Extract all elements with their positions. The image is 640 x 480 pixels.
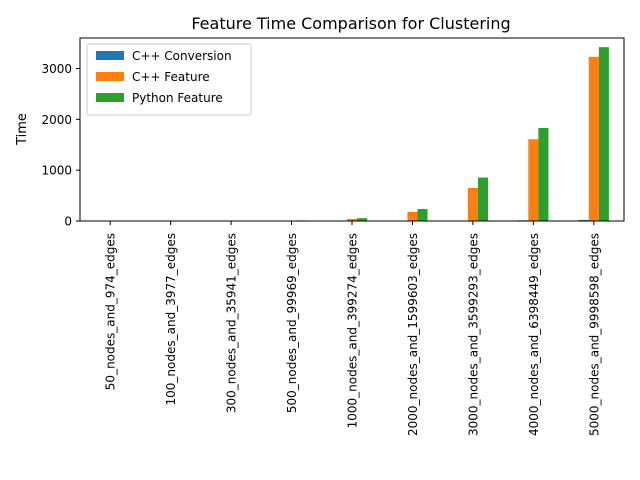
bar-2-6	[407, 211, 418, 221]
legend-swatch-1	[96, 51, 124, 60]
legend-swatch-3	[96, 93, 124, 102]
x-tick-label: 50_nodes_and_974_edges	[104, 233, 118, 390]
x-tick-label: 4000_nodes_and_6398449_edges	[527, 233, 541, 436]
bar-3-6	[417, 209, 428, 221]
bar-3-9	[598, 47, 609, 222]
legend: C++ Conversion C++ Feature Python Feature	[86, 43, 252, 116]
y-tick-label: 0	[64, 215, 72, 229]
bar-3-5	[357, 218, 368, 221]
legend-label-2: C++ Feature	[132, 70, 210, 84]
x-tick-label: 300_nodes_and_35941_edges	[225, 233, 239, 413]
x-tick-label: 500_nodes_and_99969_edges	[285, 233, 299, 413]
y-tick-label: 1000	[41, 164, 72, 178]
bar-2-9	[588, 56, 599, 222]
x-axis: 50_nodes_and_974_edges 100_nodes_and_3977…	[104, 221, 601, 436]
legend-box	[86, 43, 252, 116]
bar-2-5	[346, 218, 358, 221]
x-tick-label: 100_nodes_and_3977_edges	[164, 233, 178, 405]
legend-swatch-2	[96, 72, 124, 81]
bar-2-7	[467, 187, 478, 221]
axes-frame	[79, 37, 625, 222]
chart-title: Feature Time Comparison for Clustering	[191, 14, 510, 33]
legend-label-3: Python Feature	[132, 91, 223, 105]
bar-2-8	[528, 139, 539, 221]
legend-label-1: C++ Conversion	[132, 49, 232, 63]
bar-1-9	[578, 219, 589, 221]
x-tick-label: 2000_nodes_and_1599603_edges	[406, 233, 420, 436]
bar-3-8	[538, 127, 549, 221]
y-axis: 0 1000 2000 3000	[41, 62, 80, 229]
x-tick-label: 1000_nodes_and_399274_edges	[346, 233, 360, 428]
y-tick-label: 2000	[41, 113, 72, 127]
x-tick-label: 3000_nodes_and_3599293_edges	[466, 233, 480, 436]
y-axis-label: Time	[15, 113, 30, 146]
bar-3-7	[477, 177, 488, 221]
x-tick-label: 5000_nodes_and_9998598_edges	[587, 233, 601, 436]
y-tick-label: 3000	[41, 62, 72, 76]
